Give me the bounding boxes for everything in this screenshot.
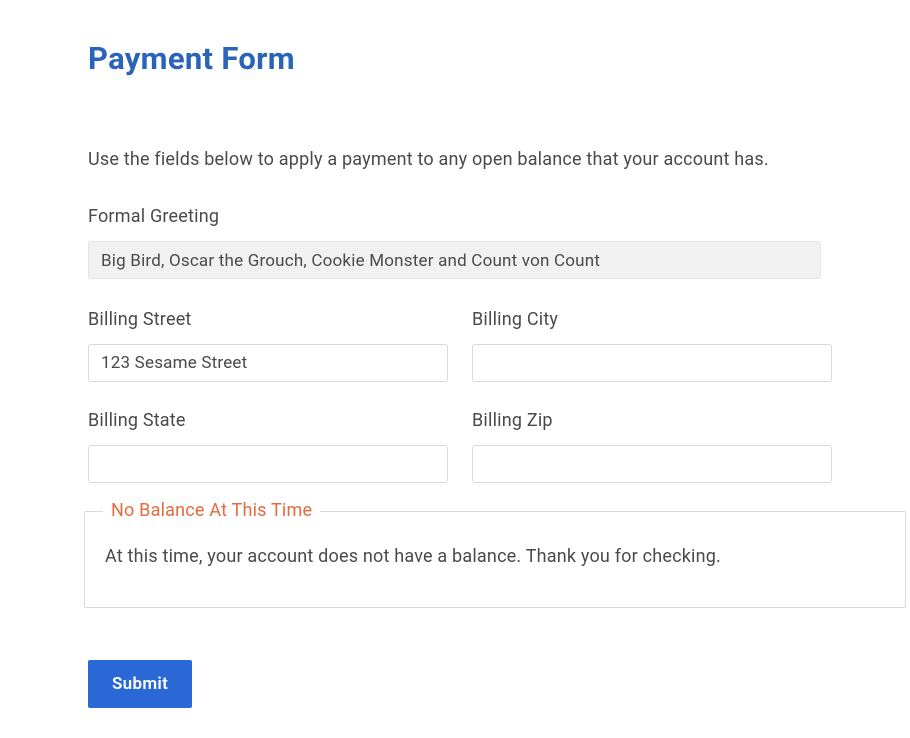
balance-message: At this time, your account does not have… [105, 546, 885, 567]
page-title: Payment Form [88, 40, 910, 77]
billing-city-input[interactable] [472, 344, 832, 382]
billing-street-input[interactable] [88, 344, 448, 382]
billing-city-label: Billing City [472, 309, 832, 330]
billing-state-input[interactable] [88, 445, 448, 483]
formal-greeting-field: Big Bird, Oscar the Grouch, Cookie Monst… [88, 241, 821, 279]
payment-form: Formal Greeting Big Bird, Oscar the Grou… [88, 206, 838, 708]
balance-box: No Balance At This Time At this time, yo… [84, 511, 906, 608]
billing-zip-input[interactable] [472, 445, 832, 483]
balance-legend: No Balance At This Time [103, 500, 320, 521]
billing-street-label: Billing Street [88, 309, 448, 330]
instruction-text: Use the fields below to apply a payment … [88, 149, 910, 170]
billing-state-label: Billing State [88, 410, 448, 431]
billing-zip-label: Billing Zip [472, 410, 832, 431]
submit-button[interactable]: Submit [88, 660, 192, 708]
formal-greeting-label: Formal Greeting [88, 206, 838, 227]
